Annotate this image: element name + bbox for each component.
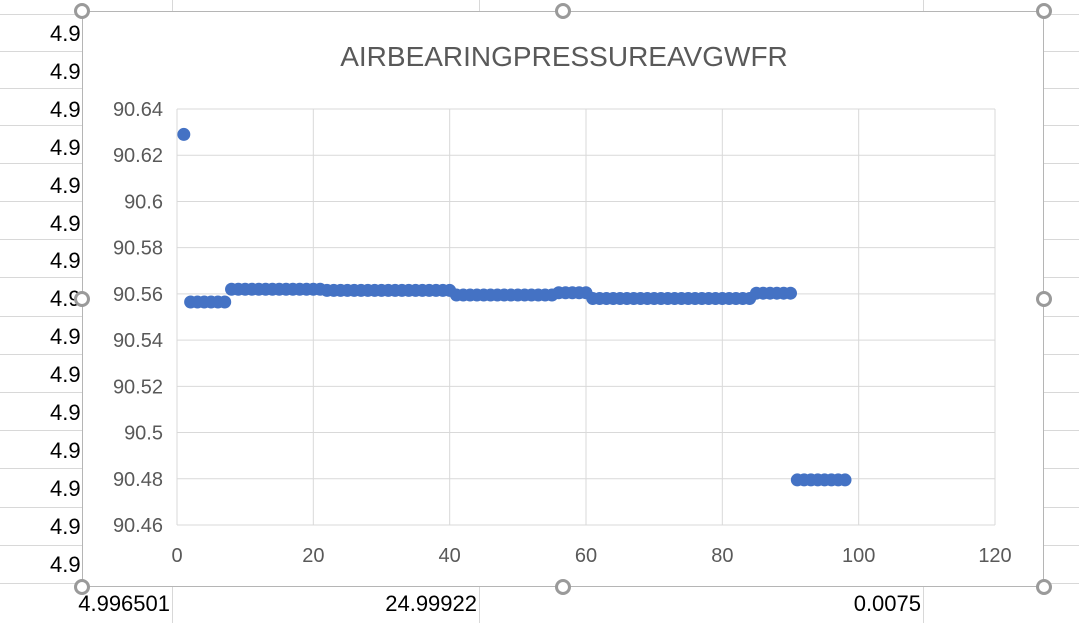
sheet-cell[interactable]: 4.9 [50, 134, 81, 160]
data-points [177, 127, 852, 487]
x-tick-label: 60 [575, 545, 597, 567]
sheet-cell[interactable]: 4.9 [50, 210, 81, 236]
data-point [177, 127, 191, 141]
chart-frame[interactable]: AIRBEARINGPRESSUREAVGWFR 90.46 90.48 90.5 9… [82, 11, 1044, 587]
y-tick-label: 90.56 [113, 284, 163, 306]
y-tick-label: 90.58 [113, 238, 163, 260]
x-tick-label: 20 [302, 545, 324, 567]
x-tick-label: 40 [439, 545, 461, 567]
x-tick-label: 80 [711, 545, 733, 567]
y-tick-label: 90.48 [113, 469, 163, 491]
resize-handle-right[interactable] [1036, 291, 1052, 307]
data-point [218, 295, 232, 309]
x-tick-label: 120 [978, 545, 1011, 567]
y-tick-label: 90.46 [113, 515, 163, 537]
data-point [784, 286, 797, 300]
grid-lines [176, 108, 996, 526]
sheet-cell[interactable]: 4.996501 [78, 591, 170, 616]
y-tick-label: 90.6 [124, 191, 163, 213]
resize-handle-top[interactable] [555, 3, 571, 19]
sheet-cell[interactable]: 4.9 [50, 475, 81, 501]
sheet-cell[interactable]: 4.9 [50, 400, 81, 425]
data-point [838, 473, 852, 487]
sheet-cell[interactable]: 4.9 [50, 172, 81, 198]
x-tick-label: 0 [171, 545, 182, 567]
sheet-cell[interactable]: 4.9 [50, 437, 81, 463]
y-tick-label: 90.52 [113, 376, 163, 398]
y-tick-label: 90.62 [113, 145, 163, 167]
sheet-cell[interactable]: 4.9 [50, 362, 81, 388]
sheet-cell[interactable]: 4.9 [50, 513, 81, 539]
sheet-cell[interactable]: 24.99922 [385, 591, 477, 616]
sheet-cell[interactable]: 4.9 [50, 551, 81, 577]
x-tick-label: 100 [842, 545, 875, 567]
resize-handle-top-right[interactable] [1036, 3, 1052, 19]
y-tick-label: 90.64 [113, 99, 163, 121]
y-axis-ticks: 90.46 90.48 90.5 90.52 90.54 90.56 90.58 90.6 90… [113, 99, 163, 537]
resize-handle-bottom-left[interactable] [74, 579, 90, 595]
y-tick-label: 90.5 [124, 423, 163, 445]
sheet-cell[interactable]: 4.9 [50, 324, 81, 350]
sheet-cell[interactable]: 0.0075 [853, 591, 921, 616]
sheet-cell[interactable]: 4.9 [50, 21, 81, 46]
sheet-cell[interactable]: 4.9 [50, 248, 81, 274]
sheet-cell[interactable]: 4.9 [50, 96, 81, 122]
resize-handle-left[interactable] [74, 291, 90, 307]
scatter-chart: AIRBEARINGPRESSUREAVGWFR 90.4690.4890.59… [113, 41, 1012, 567]
chart-title: AIRBEARINGPRESSUREAVGWFR [340, 41, 788, 72]
resize-handle-bottom-right[interactable] [1036, 579, 1052, 595]
x-axis-ticks: 0 20 40 60 80 100 120 [171, 545, 1011, 567]
resize-handle-bottom[interactable] [555, 579, 571, 595]
y-tick-label: 90.54 [113, 330, 163, 352]
resize-handle-top-left[interactable] [74, 3, 90, 19]
sheet-cell[interactable]: 4.9 [50, 58, 81, 84]
